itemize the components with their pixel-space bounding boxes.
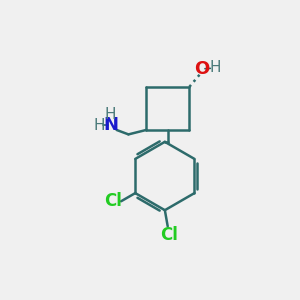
Text: Cl: Cl xyxy=(104,192,122,210)
Text: Cl: Cl xyxy=(160,226,178,244)
Text: H: H xyxy=(210,60,221,75)
Text: H: H xyxy=(105,107,116,122)
Text: H: H xyxy=(94,118,105,133)
Text: O: O xyxy=(194,60,209,78)
Text: N: N xyxy=(103,116,118,134)
